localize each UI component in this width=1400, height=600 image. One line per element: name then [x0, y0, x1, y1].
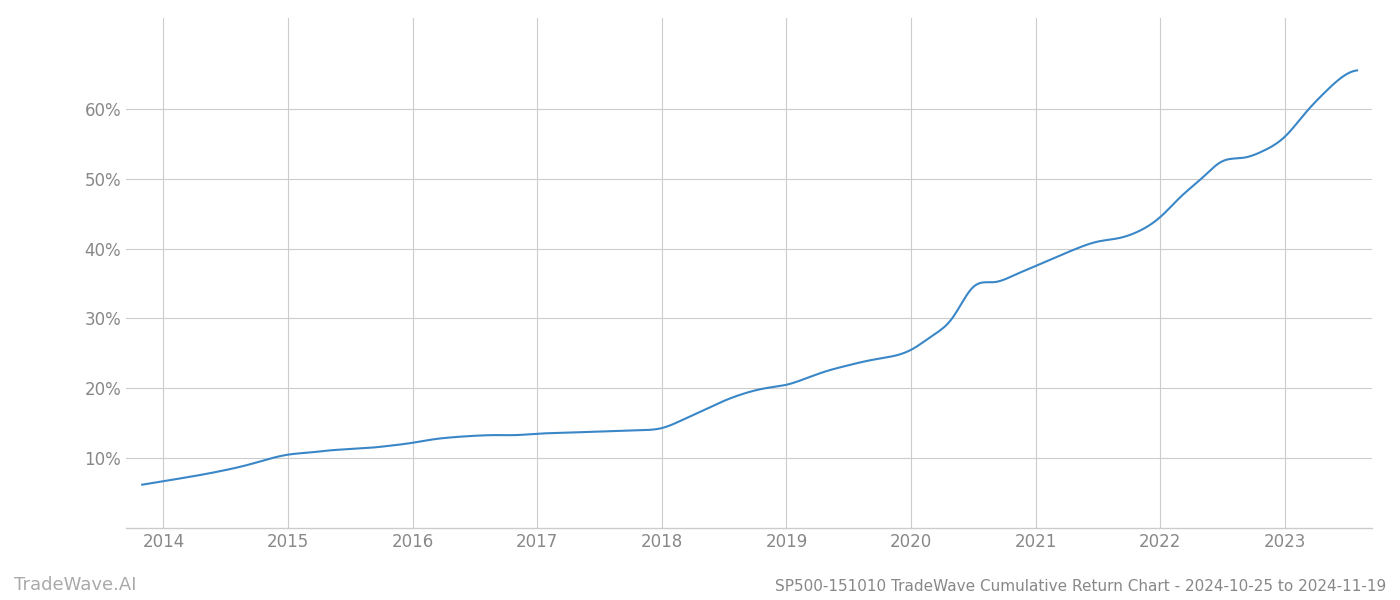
Text: SP500-151010 TradeWave Cumulative Return Chart - 2024-10-25 to 2024-11-19: SP500-151010 TradeWave Cumulative Return…	[774, 579, 1386, 594]
Text: TradeWave.AI: TradeWave.AI	[14, 576, 137, 594]
